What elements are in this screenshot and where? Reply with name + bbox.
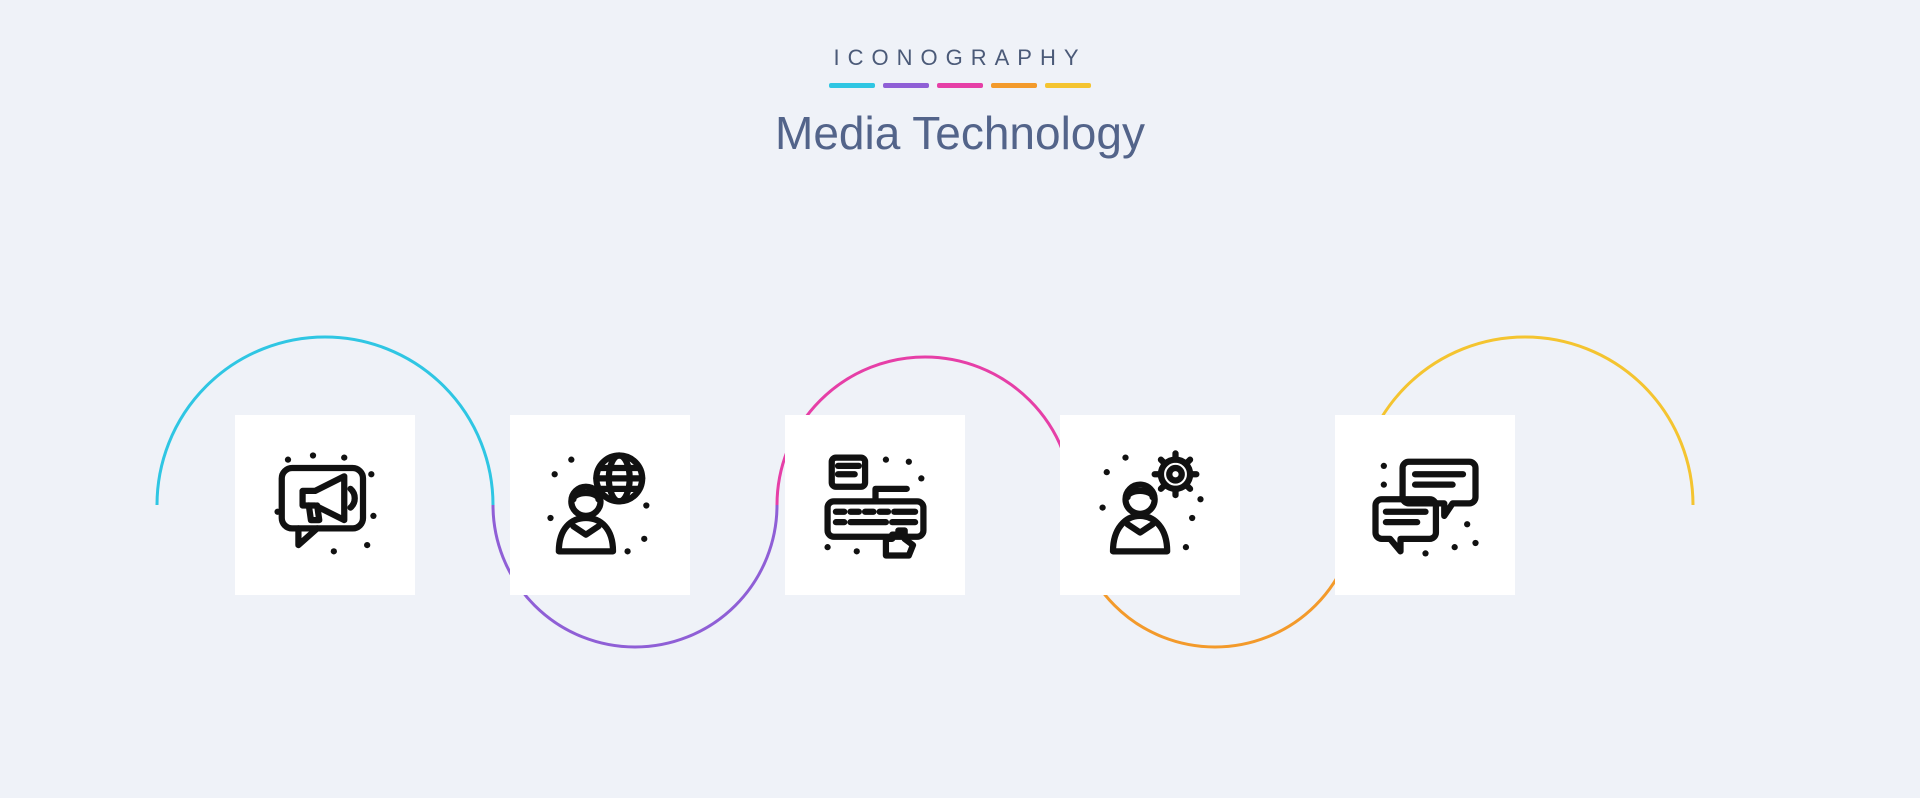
accent-bar <box>1045 83 1091 88</box>
icon-card <box>235 415 415 595</box>
keyboard-hand-icon <box>813 443 938 568</box>
header: ICONOGRAPHY Media Technology <box>775 45 1145 160</box>
accent-bar <box>883 83 929 88</box>
user-gear-icon <box>1088 443 1213 568</box>
accent-strip <box>775 83 1145 88</box>
user-globe-icon <box>538 443 663 568</box>
icon-card <box>510 415 690 595</box>
accent-bar <box>991 83 1037 88</box>
icon-card <box>1060 415 1240 595</box>
accent-bar <box>937 83 983 88</box>
accent-bar <box>829 83 875 88</box>
brand-label: ICONOGRAPHY <box>775 45 1145 71</box>
megaphone-chat-icon <box>263 443 388 568</box>
icon-card <box>1335 415 1515 595</box>
icon-card <box>785 415 965 595</box>
chat-bubbles-icon <box>1363 443 1488 568</box>
page-title: Media Technology <box>775 106 1145 160</box>
